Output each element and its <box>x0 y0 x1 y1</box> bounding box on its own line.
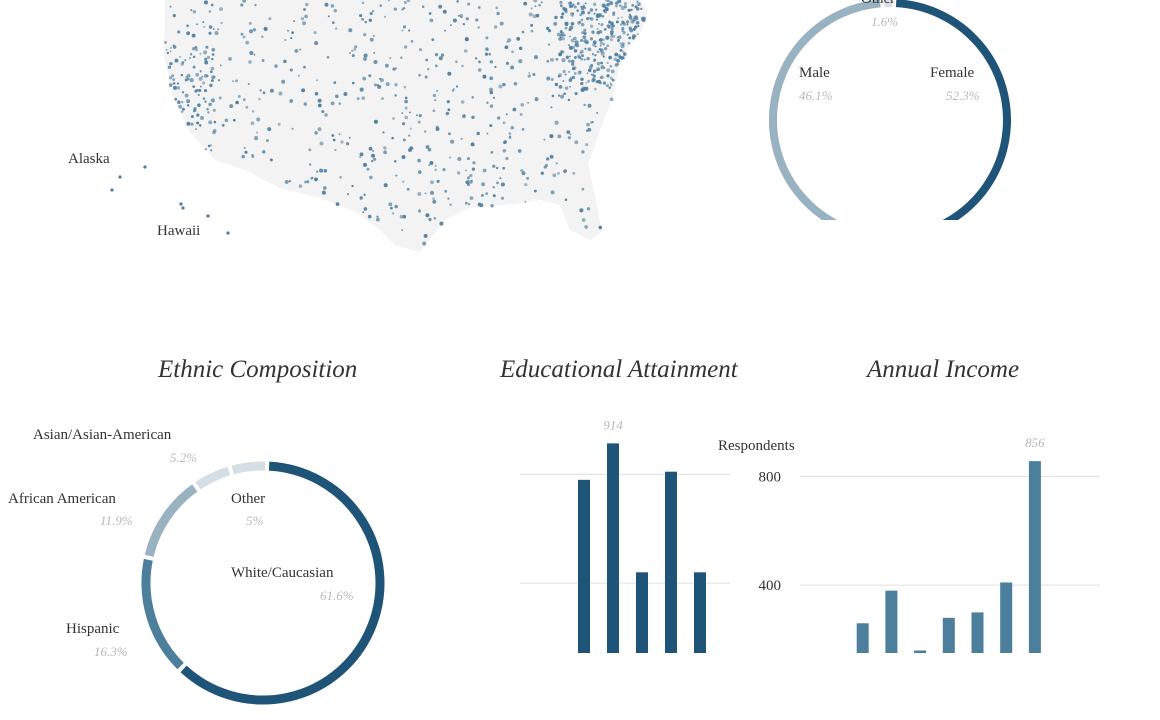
bar <box>972 612 984 653</box>
bar <box>1000 582 1012 653</box>
bar <box>885 591 897 653</box>
bar <box>943 618 955 653</box>
y-tick-label: 400 <box>759 578 782 594</box>
bar-value-label: 856 <box>1025 435 1045 450</box>
bar <box>857 623 869 653</box>
income-bar-chart: 400 800 856 <box>0 0 1160 653</box>
bar <box>1029 461 1041 653</box>
y-tick-label: 800 <box>759 469 782 485</box>
